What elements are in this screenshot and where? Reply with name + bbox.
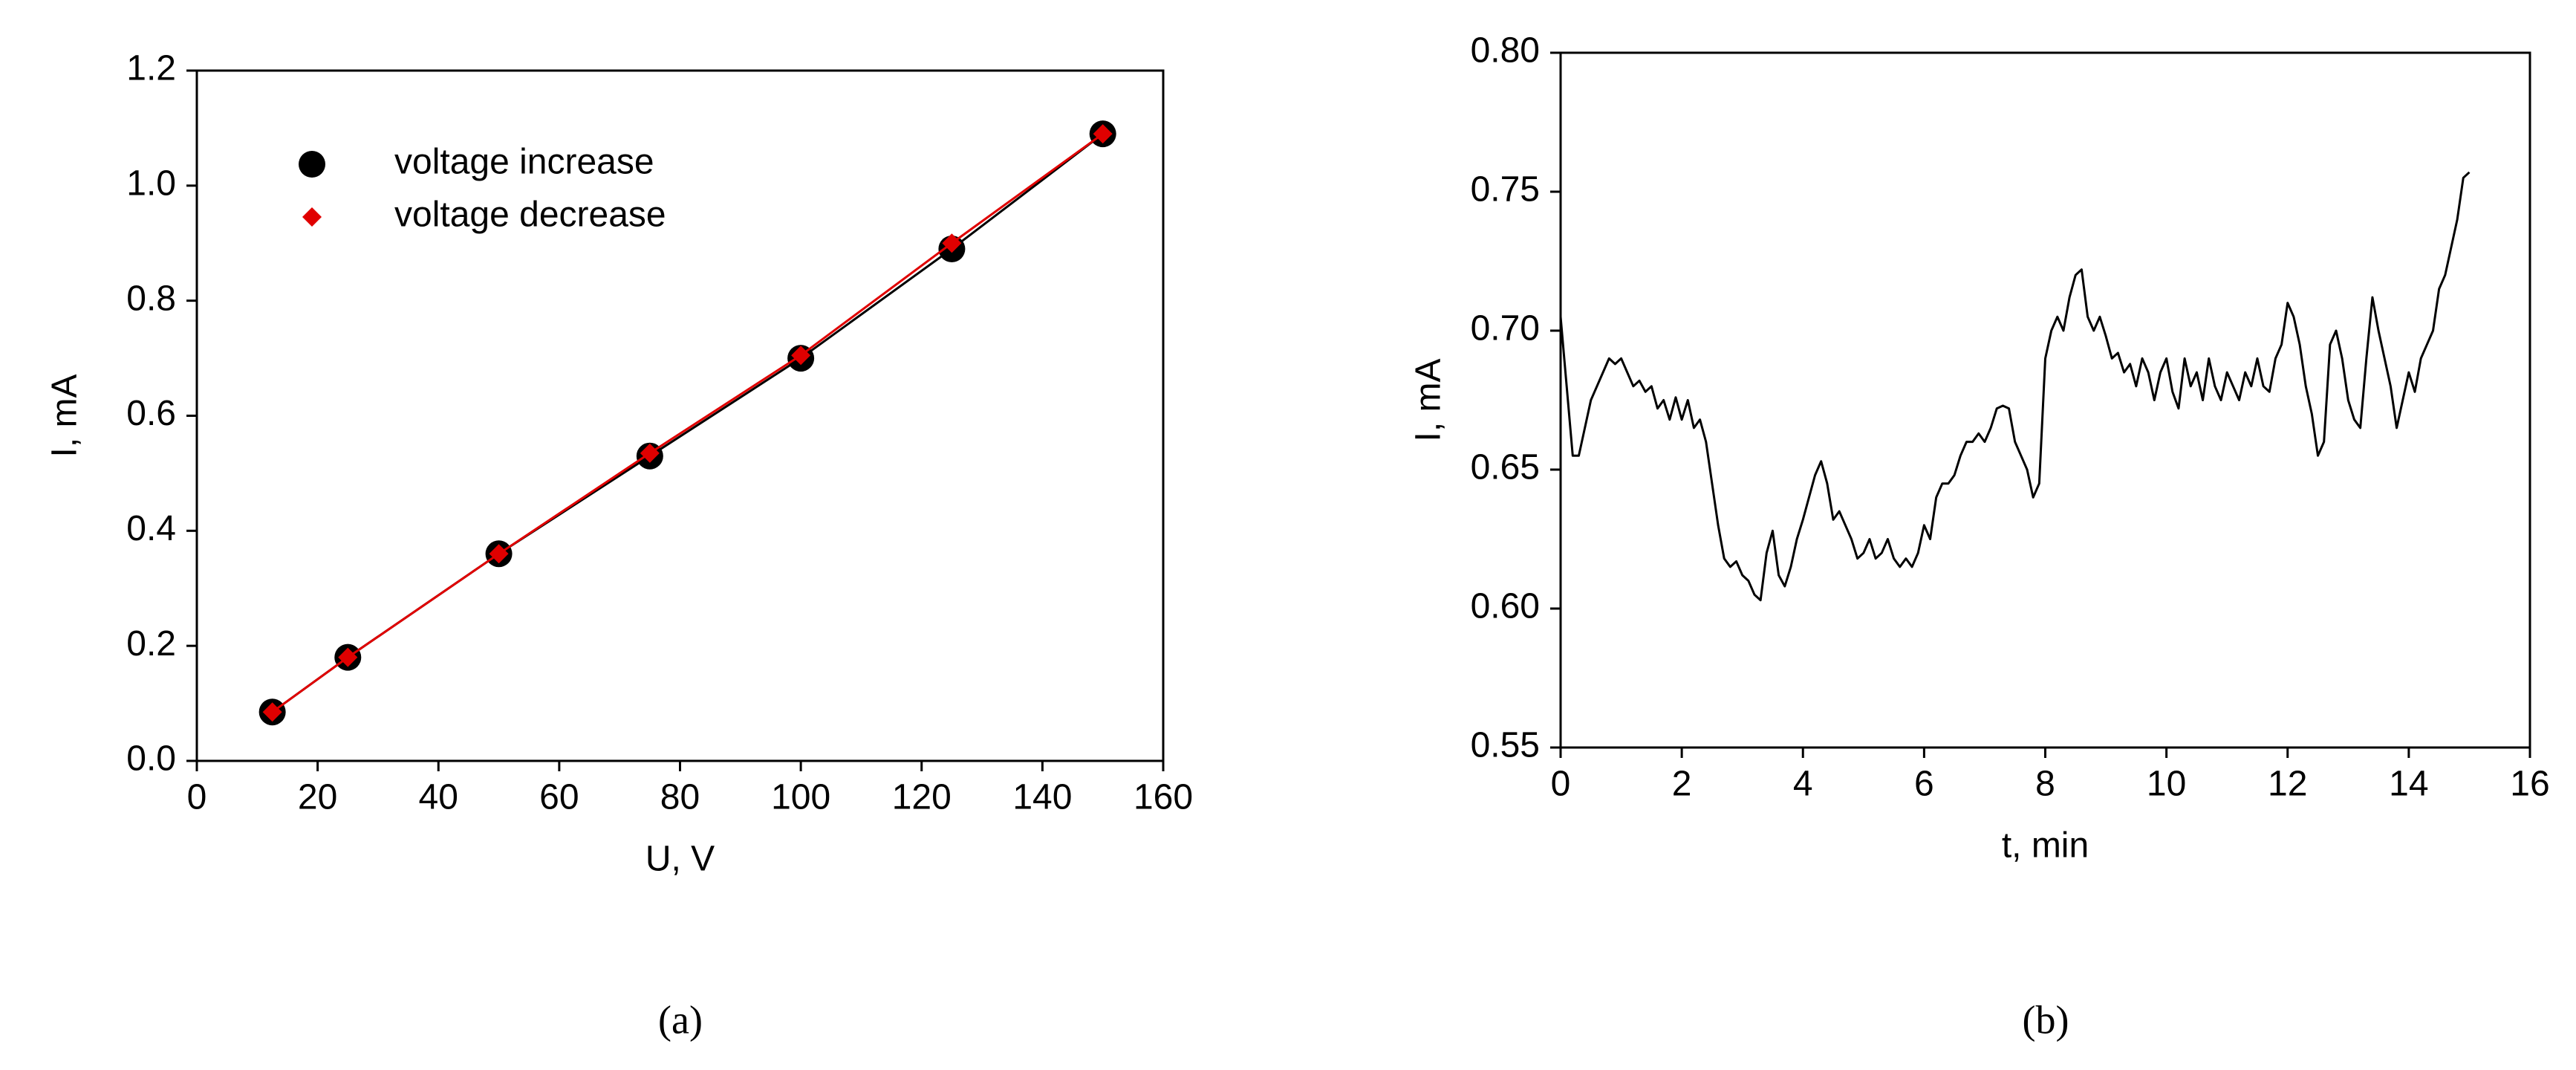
y-tick-label: 0.6 <box>126 394 176 433</box>
legend-marker <box>302 207 322 227</box>
y-tick-label: 0.4 <box>126 509 176 548</box>
marker <box>1093 124 1113 144</box>
x-axis-label: U, V <box>645 840 715 879</box>
x-tick-label: 8 <box>2035 765 2055 804</box>
y-tick-label: 0.75 <box>1471 170 1540 210</box>
x-tick-label: 16 <box>2510 765 2549 804</box>
x-tick-label: 120 <box>892 778 952 817</box>
series-line <box>1559 171 2471 602</box>
x-tick-label: 14 <box>2389 765 2428 804</box>
y-tick-label: 0.0 <box>126 739 176 779</box>
y-axis-label: I, mA <box>45 374 85 457</box>
y-tick-label: 0.70 <box>1471 309 1540 348</box>
caption: (b) <box>2023 997 2069 1042</box>
chart: 0 2 4 6 8 10 12 14 16 0.55 0.60 0.65 0.70 0.75 0.80 t, … <box>1409 31 2550 1043</box>
marker <box>262 702 282 722</box>
marker <box>791 346 811 366</box>
y-tick-label: 0.80 <box>1471 31 1540 71</box>
x-tick-label: 80 <box>660 778 700 817</box>
y-tick-label: 1.2 <box>126 49 176 88</box>
x-axis-label: t, min <box>2002 826 2089 866</box>
x-tick-label: 100 <box>771 778 830 817</box>
legend-label: voltage decrease <box>394 195 666 235</box>
caption: (a) <box>658 997 703 1042</box>
y-tick-label: 0.55 <box>1471 726 1540 765</box>
x-tick-label: 12 <box>2268 765 2307 804</box>
y-tick-label: 0.8 <box>126 279 176 318</box>
marker <box>640 443 660 463</box>
x-tick-label: 0 <box>1551 765 1571 804</box>
x-tick-label: 4 <box>1793 765 1813 804</box>
x-tick-label: 6 <box>1914 765 1934 804</box>
x-tick-label: 60 <box>539 778 579 817</box>
marker <box>942 233 962 253</box>
x-tick-label: 40 <box>419 778 458 817</box>
y-tick-label: 0.65 <box>1471 448 1540 487</box>
x-tick-label: 2 <box>1672 765 1692 804</box>
plot-frame <box>1559 51 2531 749</box>
x-tick-label: 140 <box>1012 778 1072 817</box>
y-tick-label: 0.60 <box>1471 587 1540 626</box>
y-tick-label: 0.2 <box>126 624 176 664</box>
x-tick-label: 20 <box>298 778 337 817</box>
y-axis-label: I, mA <box>1409 358 1448 441</box>
x-tick-label: 10 <box>2147 765 2186 804</box>
marker <box>489 544 509 564</box>
x-tick-label: 160 <box>1133 778 1193 817</box>
legend-marker <box>299 151 325 178</box>
chart: 0 20 40 60 80 100 120 140 160 0.0 0.2 0.4 0.6 0.8 1.0 1… <box>45 49 1193 1043</box>
marker <box>338 647 358 667</box>
x-tick-label: 0 <box>187 778 207 817</box>
y-tick-label: 1.0 <box>126 164 176 204</box>
legend-label: voltage increase <box>394 143 654 182</box>
